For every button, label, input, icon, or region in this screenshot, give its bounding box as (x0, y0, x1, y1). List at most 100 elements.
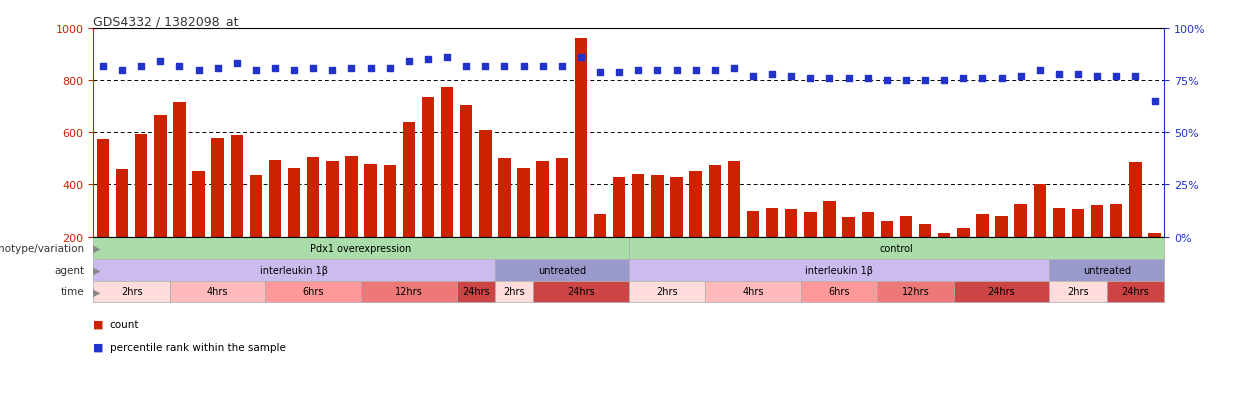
Text: interleukin 1β: interleukin 1β (806, 265, 873, 275)
Text: interleukin 1β: interleukin 1β (260, 265, 329, 275)
Bar (705, 281, 801, 303)
Bar (727, 161, 740, 237)
Text: percentile rank within the sample: percentile rank within the sample (110, 342, 285, 352)
Bar (308, 158, 320, 237)
Bar (786, 210, 798, 237)
Point (437, 55, 457, 62)
Bar (230, 135, 243, 237)
Point (782, 74, 802, 80)
Point (304, 65, 324, 72)
Text: ▶: ▶ (93, 243, 101, 253)
Bar (1107, 281, 1164, 303)
Bar (575, 39, 588, 237)
Text: count: count (110, 319, 139, 329)
Point (1030, 67, 1050, 74)
Point (1050, 71, 1069, 78)
Bar (192, 172, 204, 237)
Point (1125, 74, 1145, 80)
Bar (154, 116, 167, 237)
Text: untreated: untreated (1083, 265, 1130, 275)
Point (647, 67, 667, 74)
Point (418, 57, 438, 64)
Text: 6hrs: 6hrs (303, 287, 324, 297)
Point (284, 67, 304, 74)
Point (188, 67, 208, 74)
Bar (651, 176, 664, 237)
Text: genotype/variation: genotype/variation (0, 243, 85, 253)
Point (456, 63, 476, 70)
Point (934, 78, 954, 84)
Bar (878, 281, 954, 303)
Bar (823, 202, 835, 237)
Bar (265, 281, 361, 303)
Point (494, 63, 514, 70)
Bar (919, 224, 931, 237)
Bar (402, 123, 415, 237)
Text: 24hrs: 24hrs (566, 287, 595, 297)
Bar (1050, 281, 1107, 303)
Point (380, 65, 400, 72)
Bar (457, 281, 496, 303)
Bar (1111, 204, 1123, 237)
Bar (533, 281, 629, 303)
Point (514, 63, 534, 70)
Text: 24hrs: 24hrs (1122, 287, 1149, 297)
Bar (747, 211, 759, 237)
Point (896, 78, 916, 84)
Bar (269, 160, 281, 237)
Bar (97, 140, 110, 237)
Point (247, 67, 266, 74)
Point (972, 76, 992, 82)
Bar (613, 177, 625, 237)
Point (839, 76, 859, 82)
Bar (862, 212, 874, 237)
Point (609, 69, 629, 76)
Bar (995, 216, 1007, 237)
Bar (976, 215, 989, 237)
Bar (1053, 209, 1066, 237)
Bar (422, 98, 435, 237)
Point (954, 76, 974, 82)
Point (762, 71, 782, 78)
Point (208, 65, 228, 72)
Point (705, 67, 725, 74)
Bar (937, 233, 950, 237)
Bar (250, 176, 263, 237)
Bar (459, 106, 472, 237)
Text: ▶: ▶ (93, 287, 101, 297)
Point (629, 67, 649, 74)
Bar (804, 212, 817, 237)
Bar (629, 237, 1164, 259)
Bar (1015, 204, 1027, 237)
Text: control: control (879, 243, 914, 253)
Point (666, 67, 686, 74)
Point (151, 59, 171, 66)
Text: 2hrs: 2hrs (121, 287, 142, 297)
Point (533, 63, 553, 70)
Point (801, 76, 820, 82)
Point (1107, 74, 1127, 80)
Bar (173, 103, 186, 237)
Text: 4hrs: 4hrs (742, 287, 763, 297)
Bar (880, 221, 893, 237)
Text: time: time (61, 287, 85, 297)
Bar (441, 88, 453, 237)
Bar (954, 281, 1050, 303)
Text: 24hrs: 24hrs (987, 287, 1016, 297)
Bar (288, 168, 300, 237)
Bar (629, 281, 705, 303)
Point (476, 63, 496, 70)
Point (571, 55, 591, 62)
Bar (212, 138, 224, 237)
Point (991, 76, 1011, 82)
Bar (555, 159, 568, 237)
Point (93, 63, 113, 70)
Text: GDS4332 / 1382098_at: GDS4332 / 1382098_at (93, 15, 239, 28)
Point (398, 59, 418, 66)
Bar (496, 281, 533, 303)
Bar (900, 216, 913, 237)
Bar (957, 228, 970, 237)
Bar (632, 175, 645, 237)
Bar (1148, 233, 1160, 237)
Bar (690, 172, 702, 237)
